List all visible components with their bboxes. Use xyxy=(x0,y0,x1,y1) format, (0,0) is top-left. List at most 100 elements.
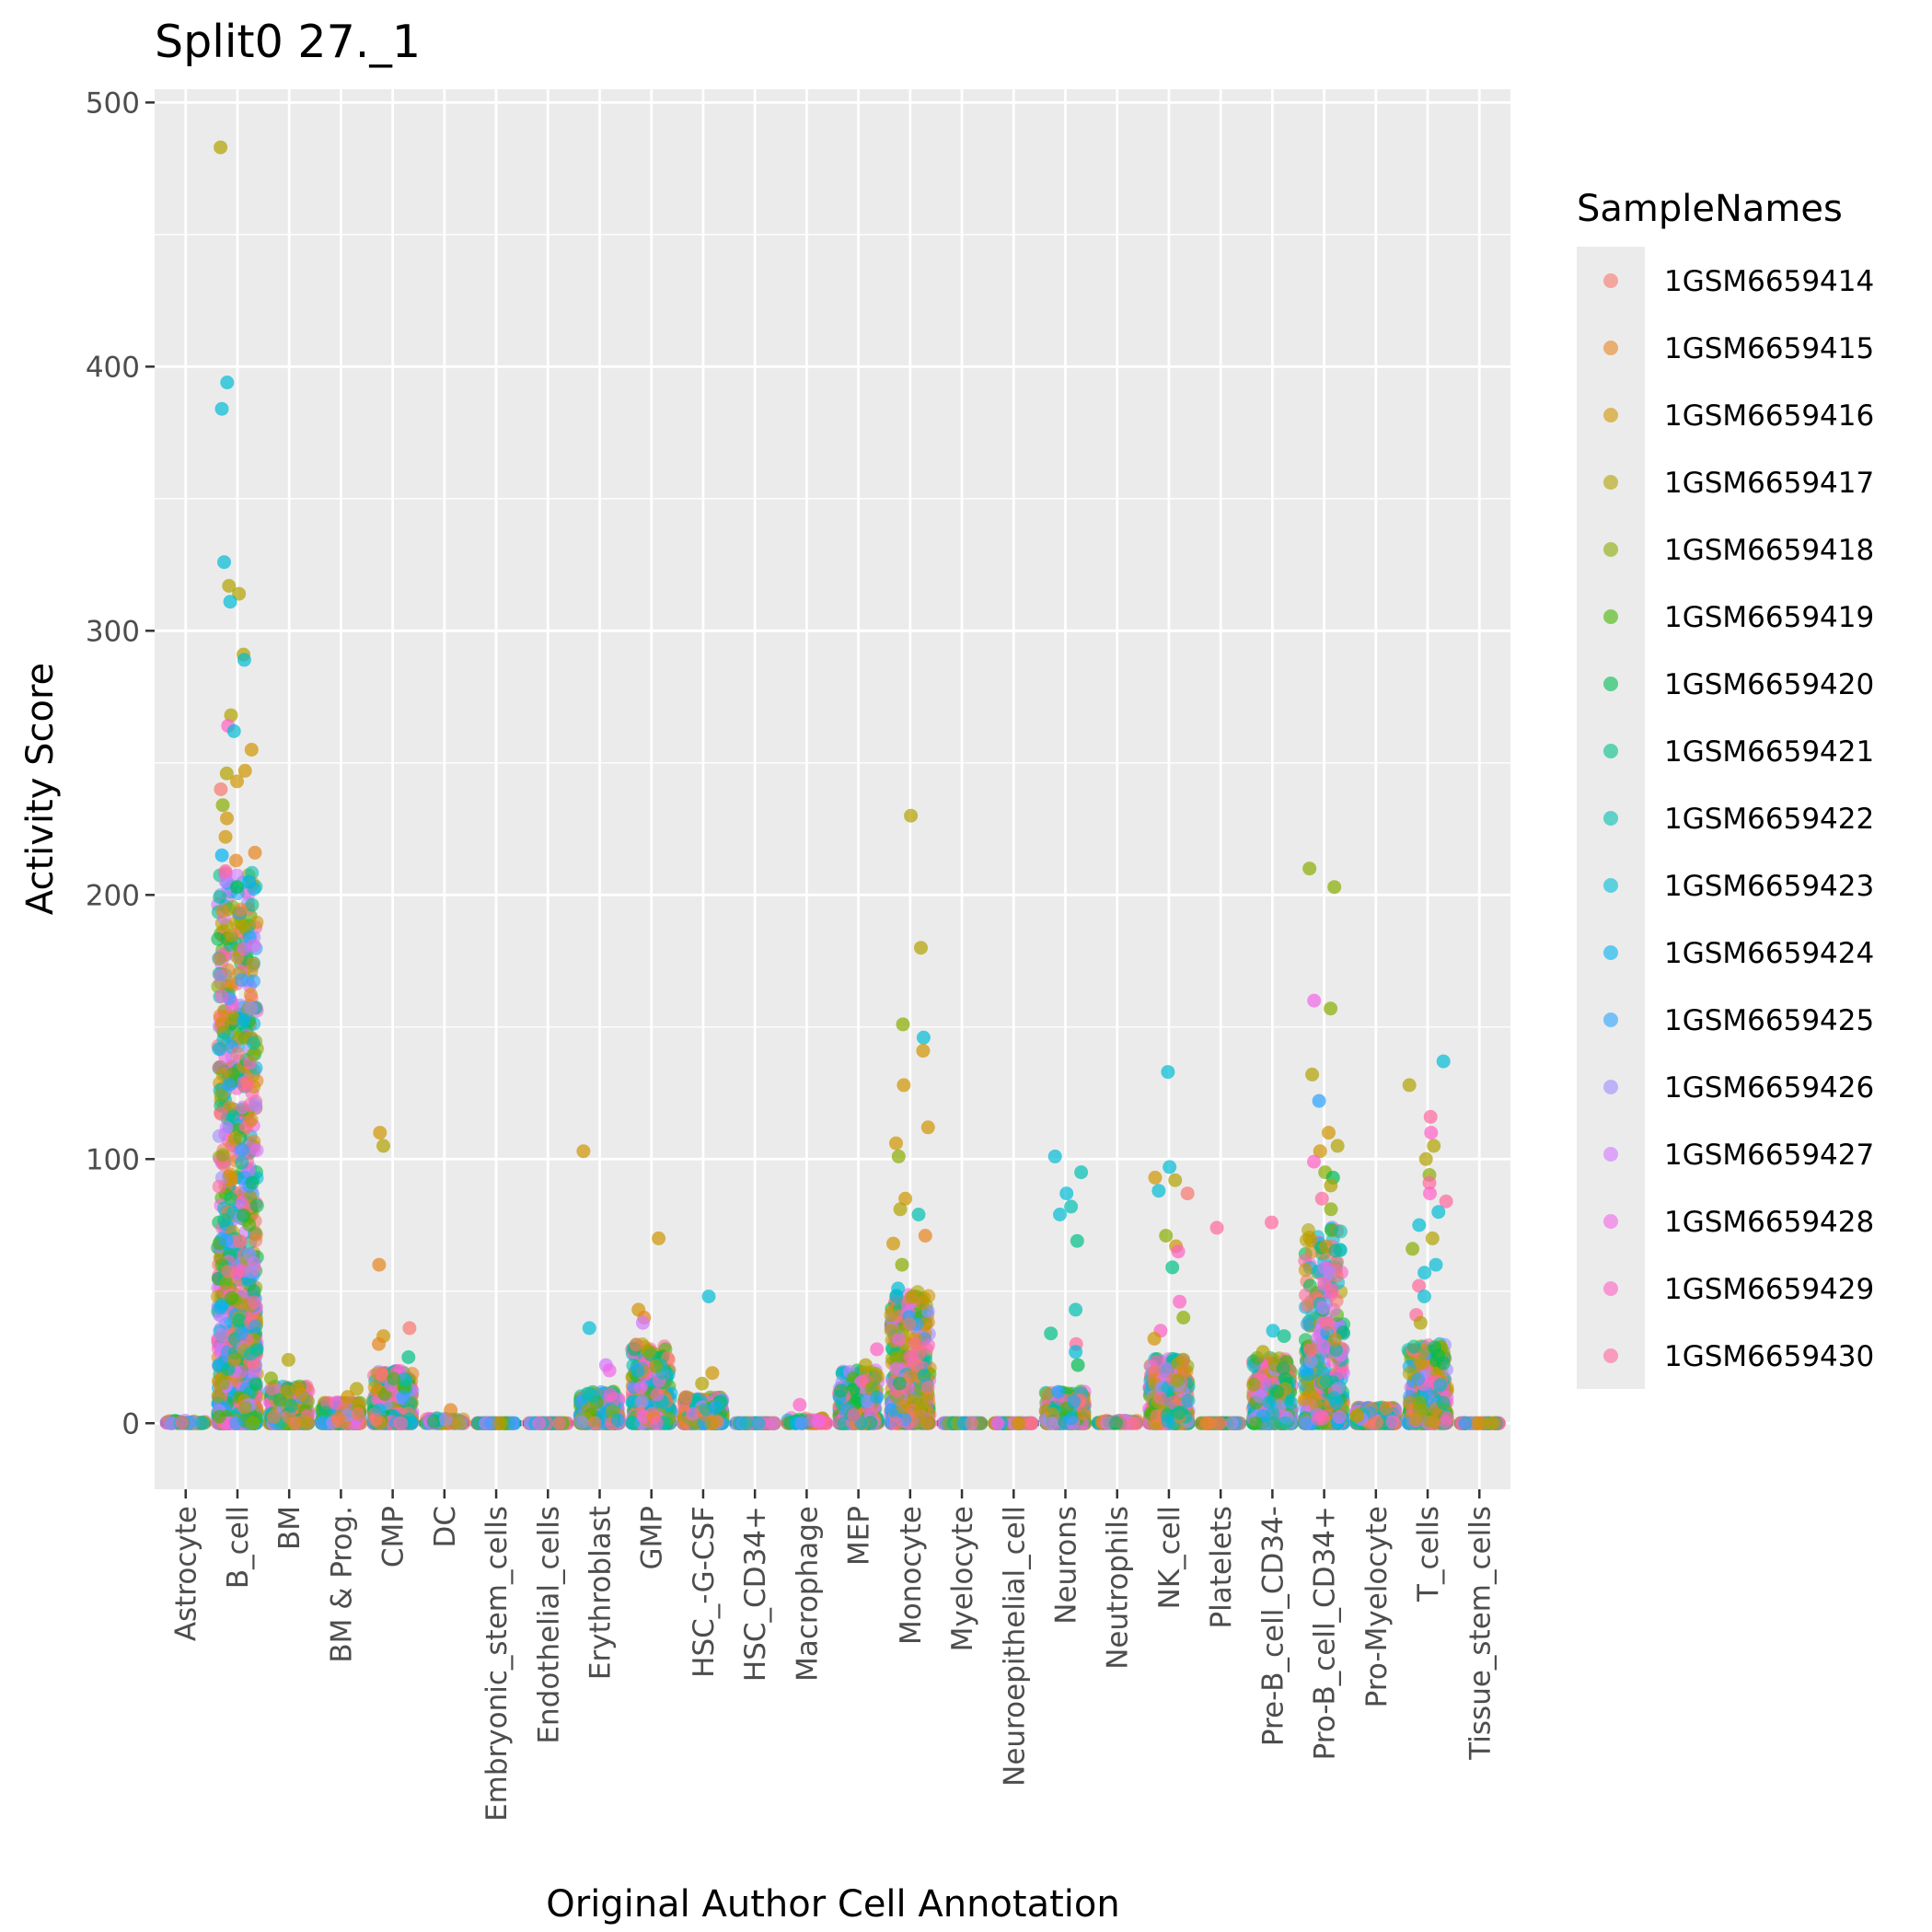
data-point xyxy=(603,1387,618,1402)
data-point xyxy=(215,904,230,919)
x-tick-label: Platelets xyxy=(1205,1506,1238,1629)
data-point xyxy=(792,1397,807,1412)
data-point xyxy=(246,1047,260,1062)
data-point xyxy=(212,1409,226,1424)
data-point xyxy=(213,968,227,982)
data-point xyxy=(631,1363,645,1378)
x-tick-label: Tissue_stem_cells xyxy=(1463,1506,1497,1761)
data-point xyxy=(235,1155,249,1170)
data-point xyxy=(247,1295,261,1310)
data-point xyxy=(218,874,233,889)
x-tick-label: HSC_-G-CSF xyxy=(688,1506,721,1678)
data-point xyxy=(213,952,227,966)
data-point xyxy=(246,956,260,971)
data-point xyxy=(372,1336,386,1351)
data-point xyxy=(245,1175,260,1190)
data-point xyxy=(249,915,264,930)
data-point xyxy=(281,1352,295,1367)
data-point xyxy=(227,1353,241,1367)
data-point xyxy=(576,1144,591,1159)
data-point xyxy=(291,1381,306,1395)
data-point xyxy=(214,848,229,862)
data-point xyxy=(300,1416,314,1430)
data-point xyxy=(218,829,233,844)
data-point xyxy=(234,1326,249,1341)
data-point xyxy=(351,1406,365,1421)
data-point xyxy=(211,931,226,946)
data-point xyxy=(329,1395,343,1410)
data-point xyxy=(244,1265,259,1279)
data-point xyxy=(214,1106,228,1121)
data-point xyxy=(237,653,251,667)
data-point xyxy=(215,1376,230,1391)
x-tick-label: HSC_CD34+ xyxy=(739,1506,772,1682)
plot-panel xyxy=(155,89,1510,1489)
data-point xyxy=(219,1276,234,1290)
data-point xyxy=(635,1394,650,1408)
data-point xyxy=(249,1377,263,1392)
data-point xyxy=(401,1350,416,1364)
data-point xyxy=(230,880,244,895)
data-point xyxy=(226,928,239,943)
x-tick-label: BM xyxy=(273,1506,307,1550)
x-axis: Astrocyte B_cell BM BM & Prog. CMP DC Embryoni… xyxy=(170,1489,1497,1822)
data-point xyxy=(246,1035,260,1050)
data-point xyxy=(552,1416,567,1430)
data-point xyxy=(226,1011,240,1025)
data-point xyxy=(211,1389,226,1404)
data-point xyxy=(242,874,257,889)
data-point xyxy=(376,1139,390,1153)
x-tick-label: Embryonic_stem_cells xyxy=(480,1506,514,1822)
data-point xyxy=(633,1381,648,1394)
grid-lines xyxy=(155,89,1510,1489)
x-tick-label: MEP xyxy=(843,1506,876,1566)
x-tick-label: B_cell xyxy=(222,1506,255,1589)
data-point xyxy=(222,579,237,593)
data-point xyxy=(695,1376,710,1391)
data-point xyxy=(244,1113,259,1128)
data-point xyxy=(217,1213,231,1228)
data-point xyxy=(387,1371,401,1386)
data-point xyxy=(217,555,231,570)
y-tick-label: 100 xyxy=(86,1143,140,1176)
data-point xyxy=(367,1380,382,1394)
x-tick-label: Neurons xyxy=(1049,1506,1082,1625)
data-point xyxy=(237,919,251,933)
data-point xyxy=(375,1367,389,1382)
data-point xyxy=(214,1088,228,1103)
x-tick-label: T_cells xyxy=(1412,1506,1445,1602)
data-point xyxy=(229,1416,243,1430)
data-point xyxy=(230,868,244,883)
data-point xyxy=(602,1363,617,1378)
x-tick-label: Pro-B_cell_CD34+ xyxy=(1309,1506,1342,1760)
data-point xyxy=(794,1416,809,1430)
y-tick-label: 400 xyxy=(86,351,140,384)
data-point xyxy=(213,890,227,904)
data-point xyxy=(225,1290,239,1305)
data-point xyxy=(580,1386,595,1401)
data-point xyxy=(331,1414,346,1429)
data-point xyxy=(272,1393,287,1407)
data-point xyxy=(224,1191,238,1206)
data-point xyxy=(245,897,260,912)
data-point xyxy=(237,763,252,778)
x-tick-label: Neutrophils xyxy=(1102,1506,1135,1670)
data-point xyxy=(232,1313,247,1327)
y-tick-label: 300 xyxy=(86,615,140,648)
data-point xyxy=(248,845,262,860)
data-point xyxy=(244,743,259,757)
x-tick-label: Pre-B_cell_CD34- xyxy=(1256,1506,1290,1746)
data-point xyxy=(219,1232,234,1247)
data-point xyxy=(402,1321,417,1336)
data-point xyxy=(426,1415,441,1429)
x-tick-label: Macrophage xyxy=(791,1506,824,1682)
data-point xyxy=(220,376,235,389)
data-point xyxy=(224,708,238,723)
data-point xyxy=(686,1406,700,1421)
x-tick-label: CMP xyxy=(377,1506,411,1568)
data-point xyxy=(574,1415,589,1429)
x-tick-label: Neuroepithelial_cell xyxy=(998,1506,1031,1787)
data-point xyxy=(215,798,230,813)
x-tick-label: Pro-Myelocyte xyxy=(1360,1506,1394,1707)
data-point xyxy=(629,1337,643,1352)
